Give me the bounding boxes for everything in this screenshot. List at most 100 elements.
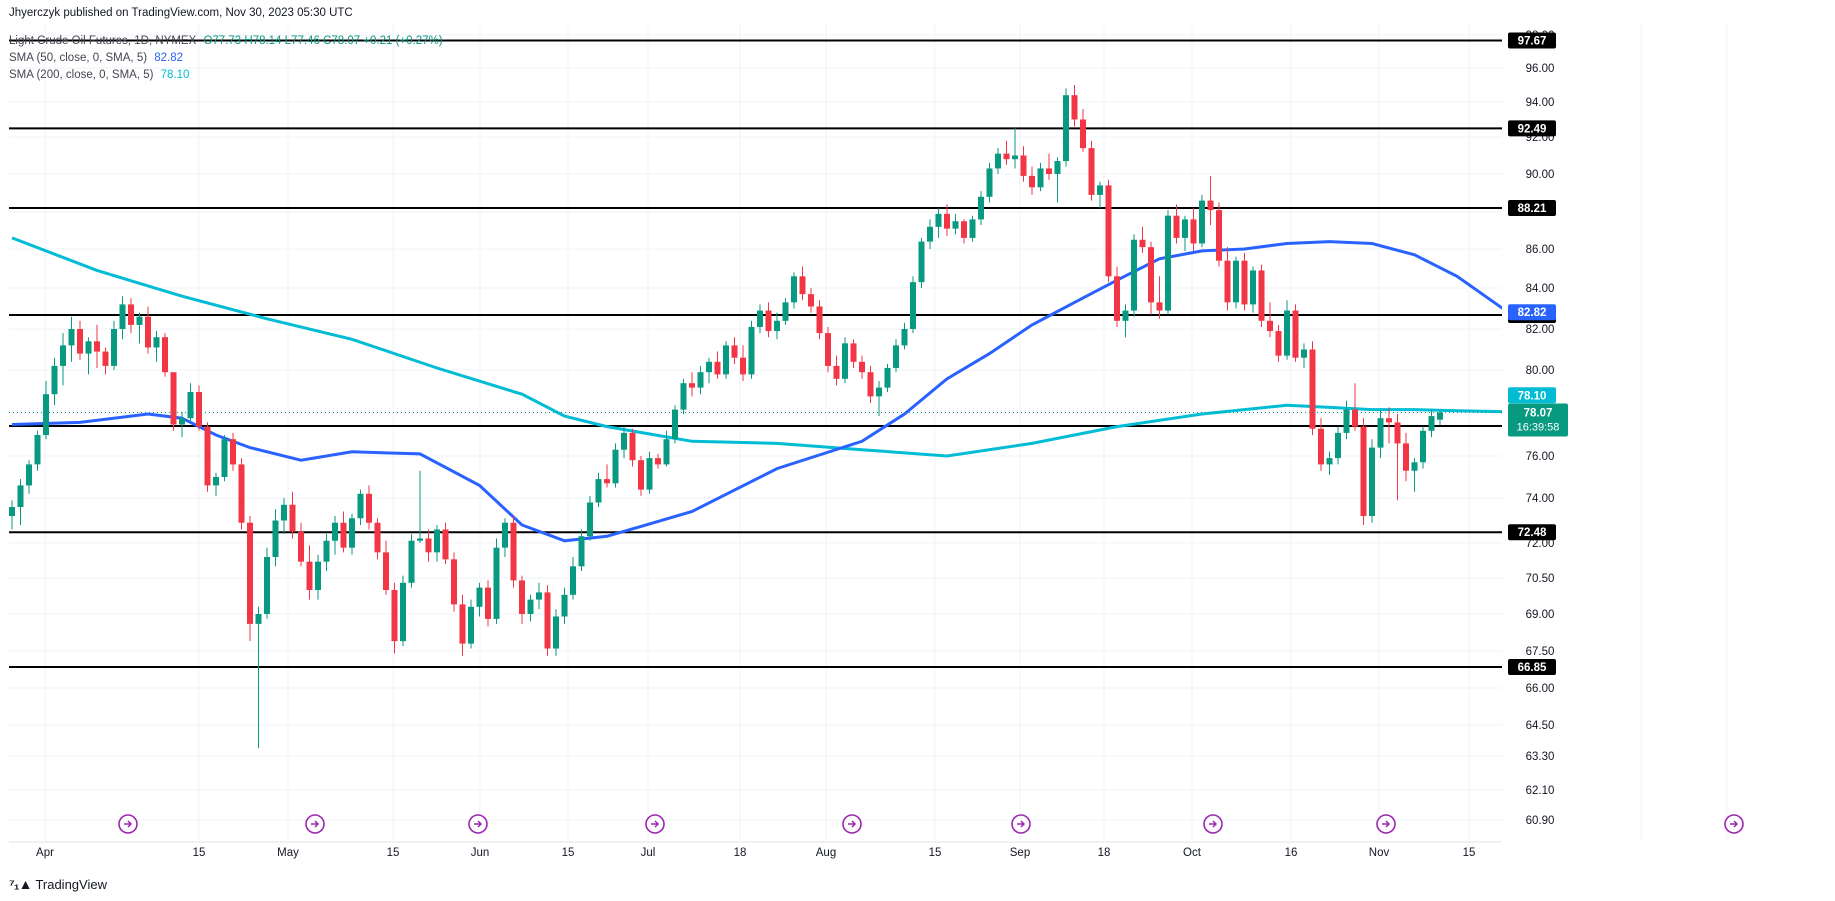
candle-body	[1360, 426, 1367, 516]
candle-65	[561, 587, 568, 624]
event-marker-icon-0	[118, 814, 138, 834]
symbol-legend[interactable]: Light Crude Oil Futures, 1D, NYMEX O77.7…	[9, 35, 443, 47]
y-tick-1: 62.10	[1526, 785, 1555, 797]
y-tick-5: 67.50	[1526, 646, 1555, 658]
candle-body	[638, 460, 644, 490]
candle-53	[459, 594, 466, 656]
candle-52	[451, 552, 457, 612]
candle-body	[1207, 200, 1214, 211]
candle-body	[196, 392, 202, 427]
candle-body	[1318, 428, 1324, 465]
candle-42	[366, 485, 372, 530]
candle-109	[935, 208, 942, 238]
candle-10	[94, 324, 100, 368]
publisher-line: Jhyerczyk published on TradingView.com, …	[9, 7, 353, 19]
candle-145	[1241, 252, 1248, 311]
candle-body	[1173, 215, 1180, 238]
candle-92	[791, 272, 797, 309]
candle-body	[451, 559, 457, 605]
candle-body	[1012, 155, 1018, 160]
candle-86	[740, 345, 746, 381]
candle-149	[1275, 324, 1282, 362]
candle-body	[51, 365, 58, 395]
sma200-legend[interactable]: SMA (200, close, 0, SMA, 5) 78.10	[9, 69, 189, 81]
candle-body	[655, 458, 661, 465]
candle-34	[298, 522, 304, 567]
candle-122	[1046, 153, 1052, 180]
candle-body	[799, 276, 806, 295]
candle-body	[26, 464, 32, 486]
candle-body	[1199, 200, 1205, 244]
x-tick-15: 15	[1463, 847, 1476, 859]
candle-25	[221, 435, 228, 482]
y-tick-4: 66.00	[1526, 683, 1555, 695]
candle-62	[536, 582, 542, 610]
candle-body	[204, 426, 211, 486]
candle-132	[1131, 234, 1137, 317]
x-tick-12: Oct	[1183, 847, 1202, 859]
candle-166	[1420, 426, 1426, 469]
candle-body	[1190, 219, 1197, 244]
sma200-price-label: 78.10	[1508, 387, 1556, 404]
candle-39	[340, 511, 347, 553]
candle-body	[408, 540, 415, 583]
candle-97	[833, 355, 840, 386]
candle-100	[859, 355, 865, 379]
candle-body	[1250, 270, 1256, 305]
candle-33	[289, 491, 296, 539]
candle-134	[1148, 241, 1154, 315]
candle-36	[315, 554, 321, 600]
candle-body	[1233, 260, 1239, 303]
candle-29	[255, 606, 262, 749]
candle-body	[1377, 418, 1384, 448]
candle-63	[544, 585, 551, 656]
candle-21	[187, 383, 194, 423]
candle-body	[561, 594, 568, 617]
candle-body	[1386, 418, 1392, 423]
candle-9	[85, 337, 92, 375]
candle-114	[978, 191, 984, 225]
candle-140	[1199, 194, 1205, 248]
svg-text:78.10: 78.10	[1518, 390, 1547, 402]
candle-137	[1173, 204, 1180, 244]
candle-77	[663, 430, 670, 467]
candle-body	[1071, 95, 1078, 120]
candle-body	[247, 522, 253, 624]
candle-body	[1411, 462, 1418, 471]
candle-127	[1088, 140, 1095, 201]
candle-body	[570, 566, 576, 595]
candle-13	[119, 296, 126, 340]
candle-body	[901, 329, 908, 346]
candle-105	[901, 322, 908, 350]
candle-40	[349, 513, 355, 555]
candle-body	[1403, 443, 1409, 471]
candle-body	[340, 522, 347, 548]
sma200-line	[11, 236, 1509, 458]
candle-body	[111, 329, 117, 366]
candle-body	[1105, 185, 1112, 277]
candle-153	[1309, 341, 1316, 435]
candle-body	[1284, 310, 1290, 356]
tradingview-footer[interactable]: ⁷₁▲ TradingView	[9, 876, 107, 892]
svg-text:92.49: 92.49	[1518, 123, 1547, 135]
candle-54	[468, 599, 474, 649]
candle-body	[136, 316, 143, 325]
sma50-legend[interactable]: SMA (50, close, 0, SMA, 5) 82.82	[9, 52, 183, 64]
candle-120	[1029, 166, 1035, 195]
candle-45	[391, 582, 398, 654]
candle-76	[655, 453, 661, 469]
x-tick-8: Aug	[816, 847, 836, 859]
svg-text:66.85: 66.85	[1518, 662, 1547, 674]
candle-155	[1326, 451, 1333, 475]
candle-body	[587, 502, 593, 537]
candle-body	[1097, 185, 1103, 195]
y-tick-14: 84.00	[1526, 283, 1555, 295]
candle-117	[1003, 140, 1010, 165]
candle-body	[485, 587, 491, 619]
candle-body	[34, 435, 41, 465]
candle-body	[366, 493, 372, 523]
candle-108	[927, 219, 933, 249]
candle-body	[1156, 302, 1163, 311]
candle-125	[1071, 85, 1078, 127]
